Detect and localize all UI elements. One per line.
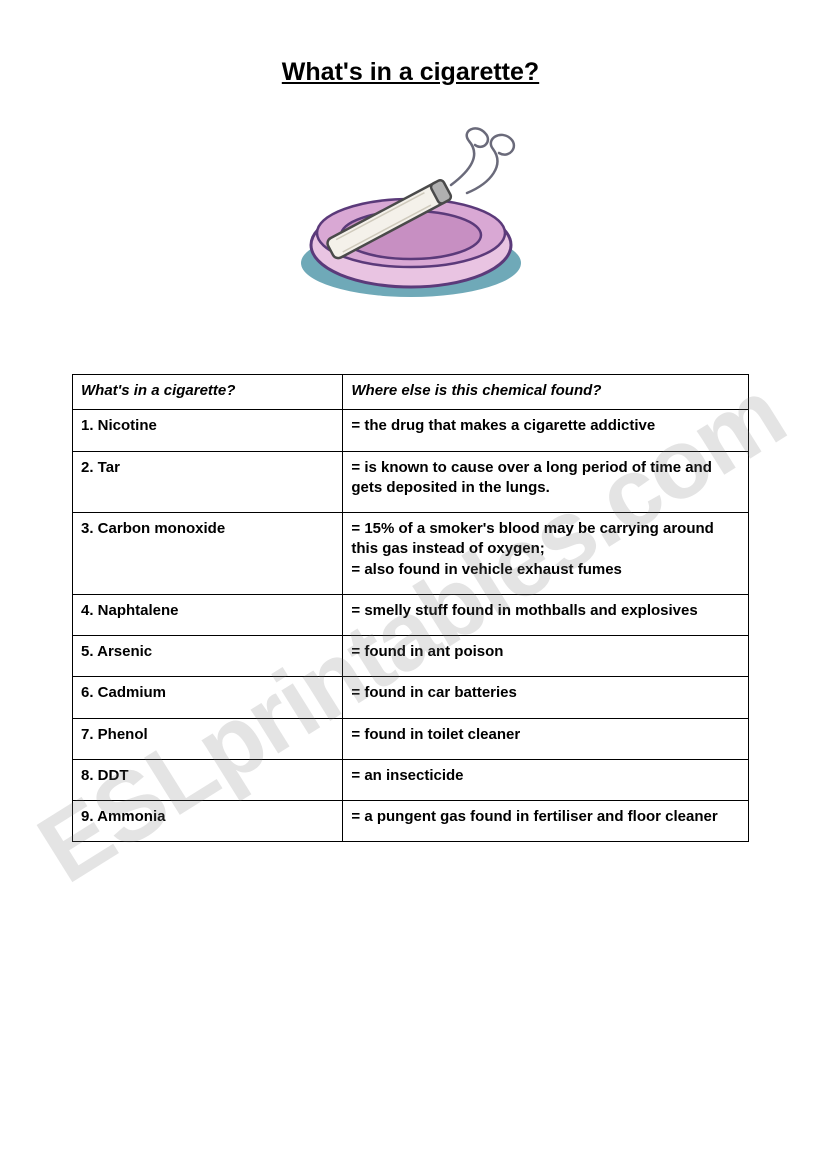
chem-name: 5. Arsenic xyxy=(73,636,343,677)
chem-name: 3. Carbon monoxide xyxy=(73,513,343,595)
table-body: 1. Nicotine = the drug that makes a ciga… xyxy=(73,410,749,842)
chemicals-table: What's in a cigarette? Where else is thi… xyxy=(72,374,749,842)
table-row: 5. Arsenic = found in ant poison xyxy=(73,636,749,677)
chem-desc: = smelly stuff found in mothballs and ex… xyxy=(343,594,749,635)
table-row: 6. Cadmium = found in car batteries xyxy=(73,677,749,718)
table-row: 3. Carbon monoxide = 15% of a smoker's b… xyxy=(73,513,749,595)
table-row: 8. DDT = an insecticide xyxy=(73,759,749,800)
clipart-container xyxy=(72,115,749,330)
chem-desc: = found in ant poison xyxy=(343,636,749,677)
table-row: 2. Tar = is known to cause over a long p… xyxy=(73,451,749,513)
chem-desc: = is known to cause over a long period o… xyxy=(343,451,749,513)
chem-name: 9. Ammonia xyxy=(73,801,343,842)
chem-desc: = found in toilet cleaner xyxy=(343,718,749,759)
header-right: Where else is this chemical found? xyxy=(343,375,749,410)
table-row: 4. Naphtalene = smelly stuff found in mo… xyxy=(73,594,749,635)
table-row: 1. Nicotine = the drug that makes a ciga… xyxy=(73,410,749,451)
ashtray-cigarette-icon xyxy=(271,115,551,325)
header-left: What's in a cigarette? xyxy=(73,375,343,410)
page-title: What's in a cigarette? xyxy=(72,58,749,87)
chem-desc: = the drug that makes a cigarette addict… xyxy=(343,410,749,451)
chem-desc: = 15% of a smoker's blood may be carryin… xyxy=(343,513,749,595)
table-header-row: What's in a cigarette? Where else is thi… xyxy=(73,375,749,410)
chem-name: 1. Nicotine xyxy=(73,410,343,451)
chem-name: 4. Naphtalene xyxy=(73,594,343,635)
table-row: 9. Ammonia = a pungent gas found in fert… xyxy=(73,801,749,842)
chem-desc: = a pungent gas found in fertiliser and … xyxy=(343,801,749,842)
smoke xyxy=(451,128,514,193)
worksheet-page: What's in a cigarette? xyxy=(0,0,821,902)
chem-name: 2. Tar xyxy=(73,451,343,513)
chem-name: 6. Cadmium xyxy=(73,677,343,718)
chem-name: 8. DDT xyxy=(73,759,343,800)
chem-desc: = found in car batteries xyxy=(343,677,749,718)
table-row: 7. Phenol = found in toilet cleaner xyxy=(73,718,749,759)
chem-name: 7. Phenol xyxy=(73,718,343,759)
chem-desc: = an insecticide xyxy=(343,759,749,800)
